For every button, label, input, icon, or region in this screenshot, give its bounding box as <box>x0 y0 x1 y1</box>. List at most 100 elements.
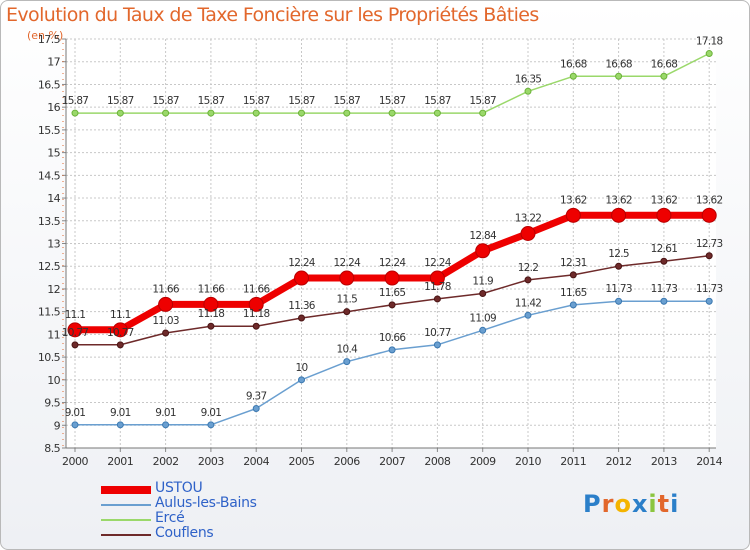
data-point-erc- <box>433 109 441 117</box>
data-label-couflens: 11.03 <box>152 315 179 327</box>
data-label-couflens: 10.77 <box>107 327 134 339</box>
data-point-ustou <box>565 207 581 223</box>
x-tick-label: 2002 <box>153 455 179 468</box>
proxiti-logo: Proxiti <box>583 490 679 518</box>
data-point-ustou <box>158 296 174 312</box>
data-label-ustou: 13.22 <box>515 213 542 225</box>
data-point-aulus-les-bains <box>252 404 260 412</box>
x-tick-label: 2004 <box>243 455 269 468</box>
y-tick-label: 10.5 <box>38 351 61 364</box>
data-label-erc-: 15.87 <box>62 95 89 107</box>
y-tick-label: 12 <box>47 283 60 296</box>
data-label-ustou: 11.66 <box>243 283 271 295</box>
data-point-erc- <box>660 72 668 80</box>
data-point-couflens <box>569 271 577 279</box>
data-point-ustou <box>112 322 128 338</box>
data-point-aulus-les-bains <box>615 297 623 305</box>
data-point-ustou <box>520 226 536 242</box>
data-point-couflens <box>343 308 351 316</box>
data-label-erc-: 15.87 <box>243 95 270 107</box>
data-point-couflens <box>207 322 215 330</box>
legend-swatch <box>101 534 151 536</box>
data-label-aulus-les-bains: 9.01 <box>155 407 176 419</box>
data-label-couflens: 11.5 <box>337 294 358 306</box>
data-label-erc-: 15.87 <box>469 95 496 107</box>
data-point-ustou <box>701 207 717 223</box>
data-label-ustou: 12.84 <box>469 230 497 242</box>
legend-swatch <box>101 504 151 506</box>
legend-item-ustou: USTOU <box>101 480 321 498</box>
y-tick-label: 15.5 <box>38 124 61 137</box>
data-point-ustou <box>429 270 445 286</box>
legend-label: Couflens <box>155 525 214 541</box>
x-tick-label: 2013 <box>651 455 677 468</box>
data-label-couflens: 11.36 <box>288 300 316 312</box>
logo-letter: i <box>648 490 658 518</box>
legend-label: USTOU <box>155 480 203 496</box>
data-point-aulus-les-bains <box>569 301 577 309</box>
data-label-aulus-les-bains: 10.66 <box>379 332 407 344</box>
data-point-aulus-les-bains <box>116 421 124 429</box>
data-point-aulus-les-bains <box>343 358 351 366</box>
data-label-ustou: 11.1 <box>65 309 86 321</box>
data-point-ustou <box>656 207 672 223</box>
x-tick-label: 2006 <box>334 455 360 468</box>
data-label-aulus-les-bains: 11.73 <box>605 283 632 295</box>
data-label-aulus-les-bains: 10.77 <box>424 327 451 339</box>
x-tick-label: 2012 <box>606 455 632 468</box>
data-point-ustou <box>248 296 264 312</box>
data-point-erc- <box>343 109 351 117</box>
data-label-erc-: 15.87 <box>379 95 406 107</box>
x-tick-label: 2014 <box>696 455 722 468</box>
data-label-erc-: 15.87 <box>107 95 134 107</box>
x-tick-label: 2003 <box>198 455 224 468</box>
data-label-ustou: 11.1 <box>110 309 131 321</box>
data-point-aulus-les-bains <box>298 376 305 384</box>
data-label-aulus-les-bains: 11.65 <box>560 287 587 299</box>
y-tick-label: 14.5 <box>38 169 61 182</box>
y-tick-label: 16.5 <box>38 78 61 91</box>
x-tick-label: 2011 <box>560 455 586 468</box>
data-point-couflens <box>162 329 170 337</box>
data-label-ustou: 11.66 <box>152 283 180 295</box>
data-label-erc-: 16.68 <box>605 58 632 70</box>
data-label-aulus-les-bains: 11.09 <box>469 312 496 324</box>
legend-label: Aulus-les-Bains <box>155 495 257 511</box>
data-point-aulus-les-bains <box>660 297 668 305</box>
y-tick-label: 11 <box>47 328 60 341</box>
data-point-ustou <box>384 270 400 286</box>
data-point-aulus-les-bains <box>388 346 396 354</box>
data-point-ustou <box>475 243 491 259</box>
legend-item-aulus-les-bains: Aulus-les-Bains <box>101 495 321 513</box>
data-label-couflens: 11.78 <box>424 281 451 293</box>
data-label-aulus-les-bains: 10.4 <box>337 344 359 356</box>
data-point-ustou <box>294 270 309 286</box>
data-point-couflens <box>388 301 396 309</box>
data-point-couflens <box>298 314 305 322</box>
data-label-erc-: 16.35 <box>515 73 542 85</box>
data-label-erc-: 15.87 <box>288 95 315 107</box>
data-point-erc- <box>116 109 124 117</box>
legend-label: Ercé <box>155 510 185 526</box>
data-label-aulus-les-bains: 9.01 <box>201 407 222 419</box>
x-tick-label: 2005 <box>289 455 315 468</box>
legend-swatch <box>101 519 151 521</box>
data-point-couflens <box>116 341 124 349</box>
data-label-aulus-les-bains: 9.01 <box>65 407 86 419</box>
x-tick-label: 2010 <box>515 455 541 468</box>
y-tick-label: 10 <box>47 374 60 387</box>
x-tick-label: 2000 <box>62 455 88 468</box>
data-label-couflens: 12.31 <box>560 257 587 269</box>
data-label-erc-: 17.18 <box>696 36 723 48</box>
y-tick-label: 17.5 <box>38 33 61 46</box>
data-label-aulus-les-bains: 11.73 <box>696 283 723 295</box>
data-label-aulus-les-bains: 10 <box>296 362 308 374</box>
logo-letter: x <box>631 490 649 518</box>
y-tick-label: 9.5 <box>44 397 60 410</box>
data-point-ustou <box>203 296 219 312</box>
legend-swatch <box>101 486 151 494</box>
data-point-erc- <box>615 72 623 80</box>
x-tick-label: 2008 <box>424 455 450 468</box>
data-point-erc- <box>252 109 260 117</box>
